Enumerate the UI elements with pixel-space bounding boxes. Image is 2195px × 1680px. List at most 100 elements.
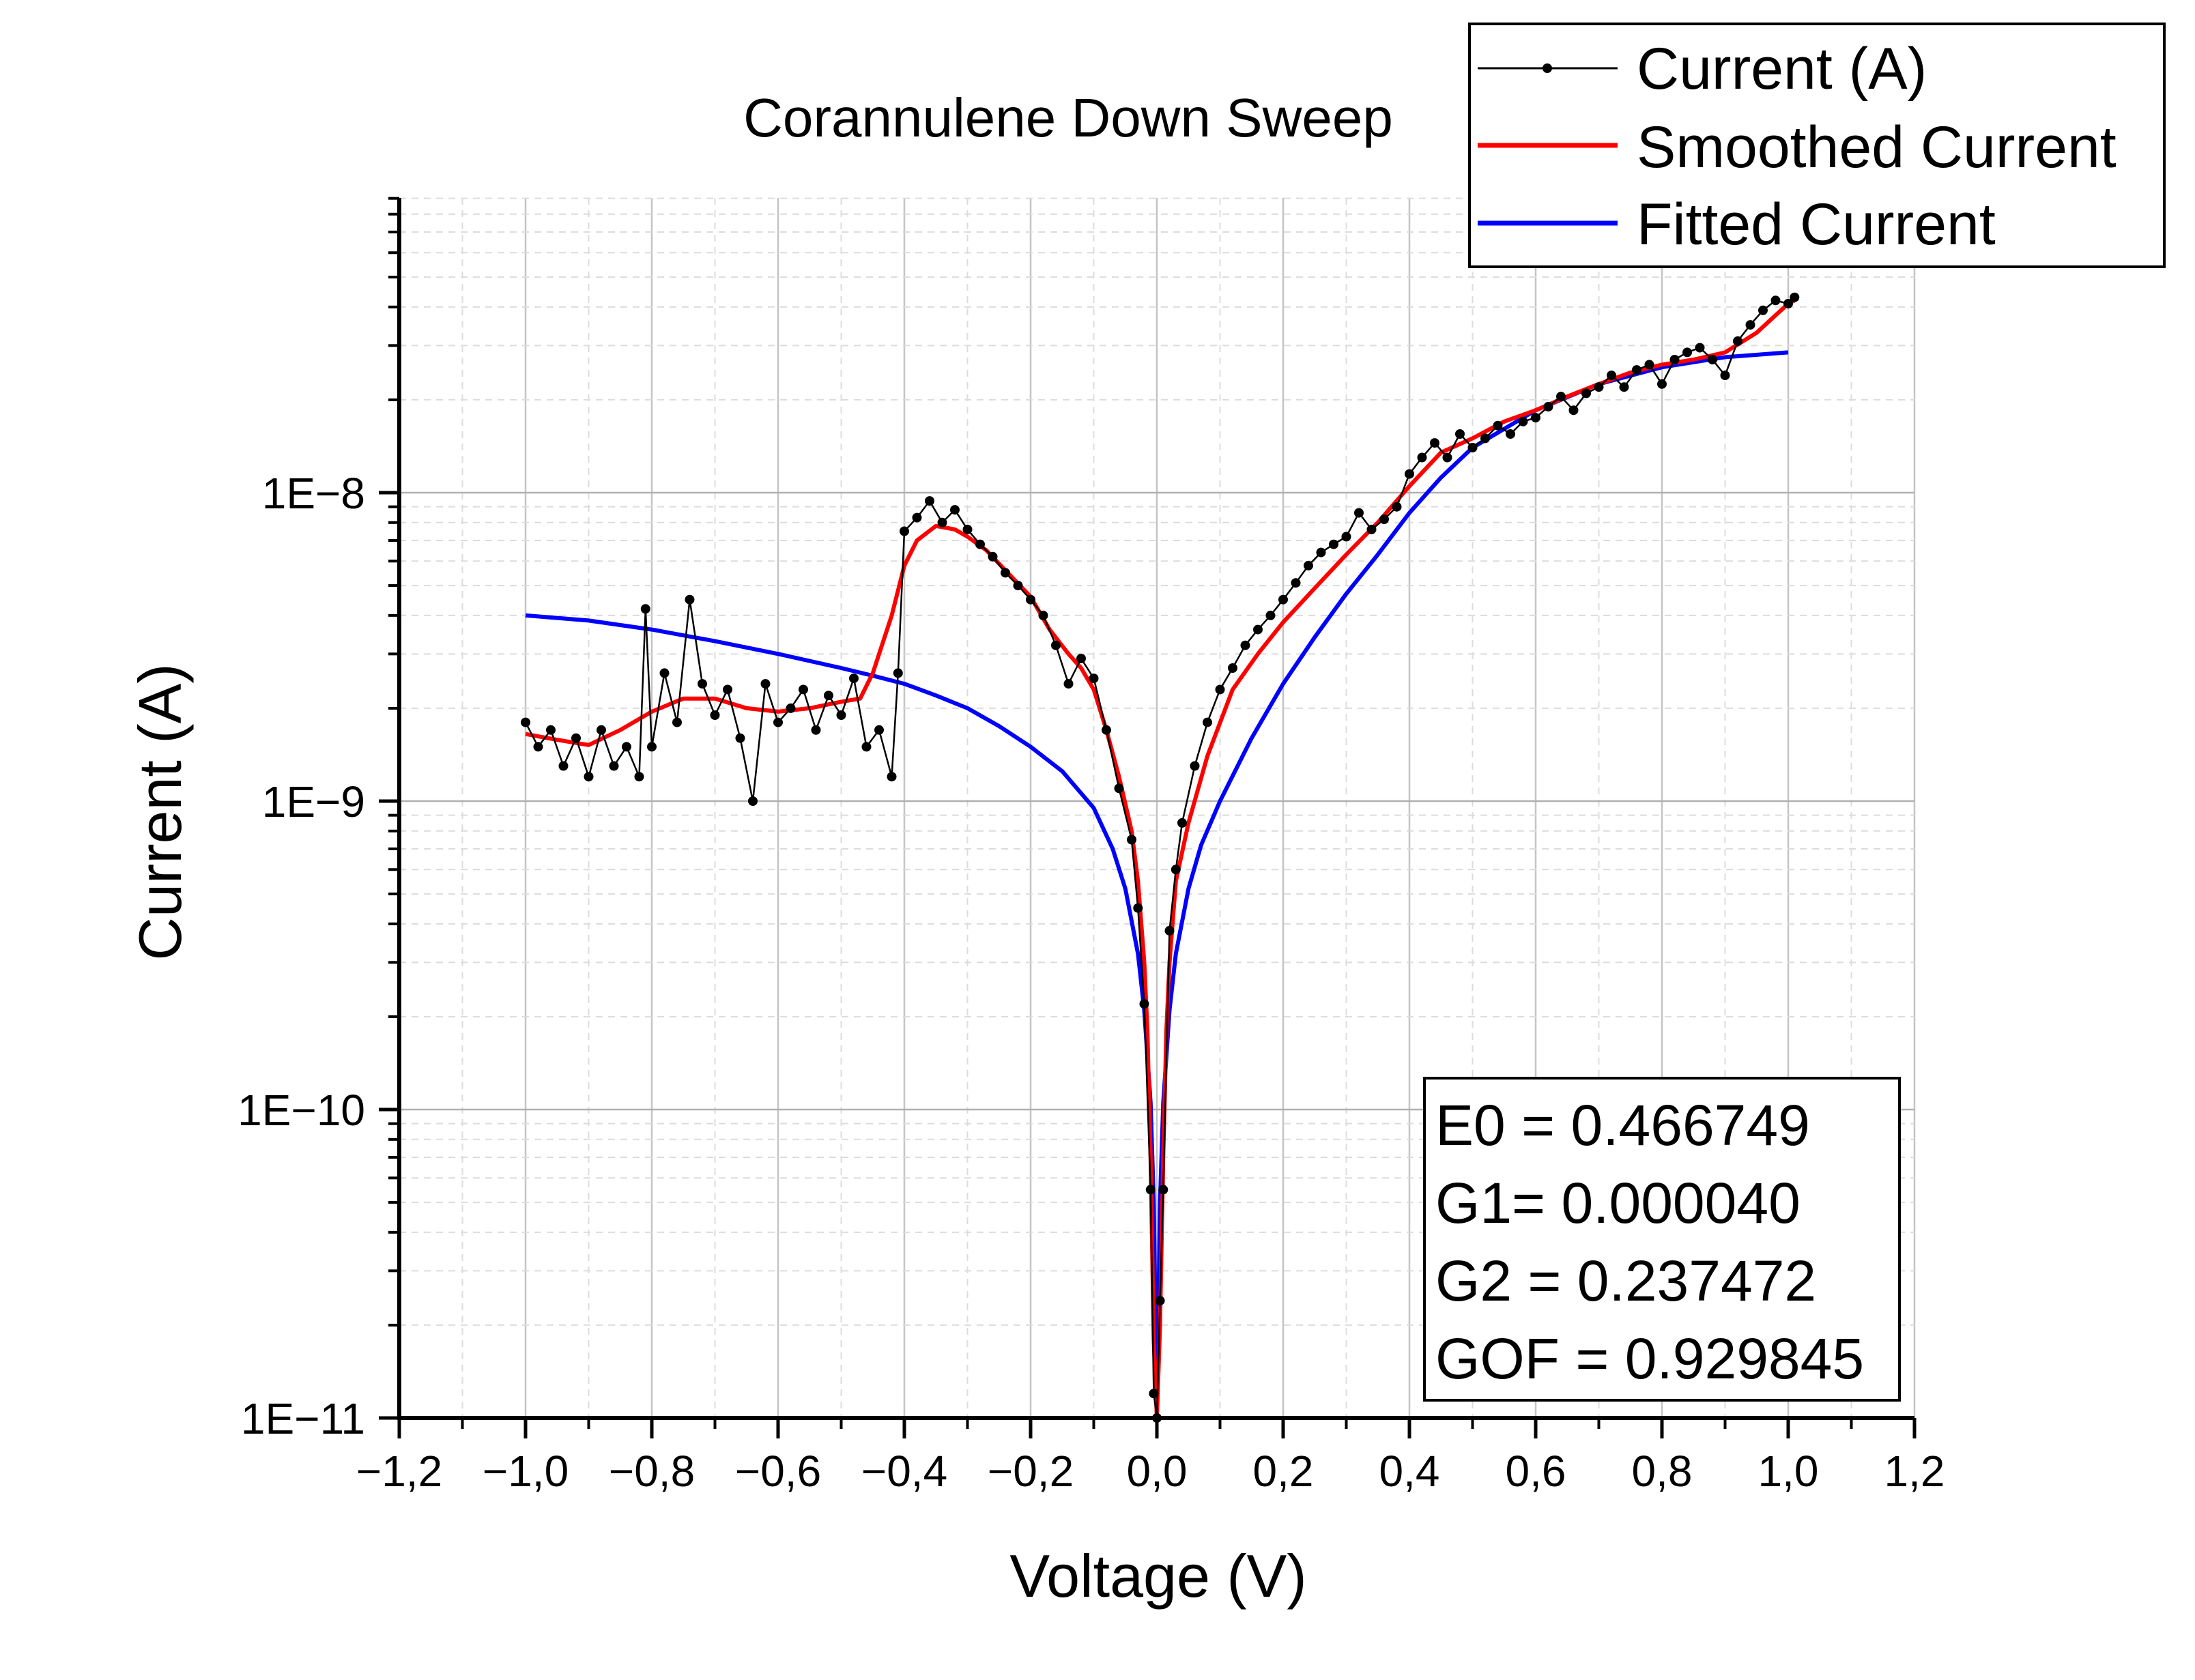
data-point-current	[988, 551, 998, 562]
x-tick-label: 0,2	[1253, 1447, 1314, 1496]
data-point-current	[1038, 610, 1048, 620]
data-point-current	[760, 679, 771, 689]
data-point-current	[786, 703, 796, 713]
data-point-current	[1745, 320, 1755, 330]
data-point-current	[1366, 524, 1377, 534]
data-point-current	[1240, 640, 1250, 650]
data-point-current	[861, 742, 872, 752]
data-point-current	[1013, 581, 1023, 591]
data-point-current	[799, 684, 808, 695]
data-point-current	[1758, 305, 1768, 315]
data-point-current	[1518, 416, 1528, 426]
data-point-current	[1669, 355, 1680, 364]
y-axis-label: Current (A)	[126, 663, 194, 960]
data-point-current	[1720, 371, 1730, 381]
data-point-current	[1392, 502, 1402, 512]
fit-parameter-e0: E0 = 0.466749	[1435, 1093, 1810, 1157]
data-point-current	[1001, 568, 1010, 578]
data-point-current	[950, 505, 960, 515]
data-point-current	[1278, 594, 1288, 605]
fit-parameters-frame	[1423, 1077, 1901, 1402]
data-point-current	[1506, 429, 1515, 439]
data-point-current	[1076, 654, 1086, 663]
data-point-current	[900, 526, 909, 536]
data-point-current	[609, 761, 619, 771]
data-point-current	[1594, 382, 1604, 392]
data-point-current	[1493, 420, 1503, 431]
data-point-current	[1379, 515, 1389, 524]
data-point-current	[811, 725, 821, 735]
legend-label-current: Current (A)	[1637, 36, 1927, 102]
data-point-current	[1531, 413, 1540, 423]
data-point-current	[710, 710, 720, 720]
data-point-current	[1316, 547, 1326, 557]
data-point-current	[1190, 761, 1200, 771]
data-point-current	[1155, 1296, 1165, 1306]
x-tick-label: 0,8	[1632, 1447, 1693, 1496]
data-point-current	[634, 772, 644, 782]
data-point-current	[521, 717, 530, 727]
x-tick-label: 1,0	[1758, 1447, 1819, 1496]
data-point-current	[723, 684, 732, 695]
data-point-current	[685, 594, 695, 605]
data-point-current	[1114, 783, 1124, 794]
data-point-current	[1632, 365, 1641, 375]
data-point-current	[748, 796, 758, 806]
data-point-current	[533, 742, 543, 752]
data-point-current	[1127, 835, 1136, 845]
legend-label-fitted: Fitted Current	[1637, 192, 1996, 257]
data-point-current	[773, 717, 783, 727]
data-point-current	[1164, 925, 1175, 936]
data-point-current	[1442, 452, 1452, 463]
x-tick-label: −0,4	[861, 1447, 947, 1496]
x-tick-label: 1,2	[1884, 1447, 1945, 1496]
y-tick-label: 1E−9	[262, 777, 365, 826]
data-point-current	[1026, 594, 1035, 605]
data-point-current	[1149, 1389, 1159, 1399]
x-tick-label: 0,6	[1506, 1447, 1566, 1496]
y-tick-label: 1E−11	[241, 1394, 365, 1443]
fit-parameter-gof: GOF = 0.929845	[1435, 1327, 1864, 1391]
data-point-current	[1051, 640, 1061, 650]
data-point-current	[1657, 379, 1667, 389]
data-point-current	[1253, 624, 1263, 635]
legend-label-smoothed: Smoothed Current	[1637, 115, 2117, 180]
data-point-current	[698, 679, 707, 689]
data-point-current	[1467, 443, 1478, 452]
data-point-current	[893, 668, 903, 678]
data-point-current	[1171, 865, 1181, 875]
data-point-current	[1430, 438, 1439, 448]
x-tick-label: 0,0	[1127, 1447, 1188, 1496]
y-tick-label: 1E−10	[238, 1086, 365, 1135]
data-point-current	[962, 524, 973, 534]
data-point-current	[622, 742, 631, 752]
data-point-current	[1607, 371, 1616, 381]
data-point-current	[1329, 539, 1338, 549]
x-tick-label: −0,2	[988, 1447, 1074, 1496]
data-point-current	[887, 772, 897, 782]
data-point-current	[672, 717, 682, 727]
data-point-current	[1145, 1185, 1156, 1195]
data-point-current	[1158, 1185, 1168, 1195]
data-point-current	[1228, 663, 1237, 673]
data-point-current	[1405, 469, 1414, 479]
data-point-current	[1063, 679, 1074, 689]
data-point-current	[912, 512, 922, 523]
data-point-current	[1455, 429, 1465, 439]
fit-parameter-g2: G2 = 0.237472	[1435, 1249, 1816, 1313]
data-point-current	[1783, 299, 1793, 308]
data-point-current	[1102, 725, 1111, 735]
data-point-current	[597, 725, 606, 735]
data-point-current	[1354, 508, 1364, 518]
data-point-current	[1417, 452, 1427, 463]
data-point-current	[1215, 684, 1225, 695]
data-point-current	[1790, 292, 1800, 302]
x-tick-label: −1,0	[483, 1447, 569, 1496]
y-tick-label: 1E−8	[262, 469, 365, 518]
data-point-current	[836, 710, 846, 720]
data-point-current	[1543, 402, 1553, 411]
data-point-current	[824, 691, 833, 701]
plot-series	[521, 292, 1800, 1423]
data-point-current	[1203, 717, 1212, 727]
data-point-current	[1089, 674, 1099, 684]
